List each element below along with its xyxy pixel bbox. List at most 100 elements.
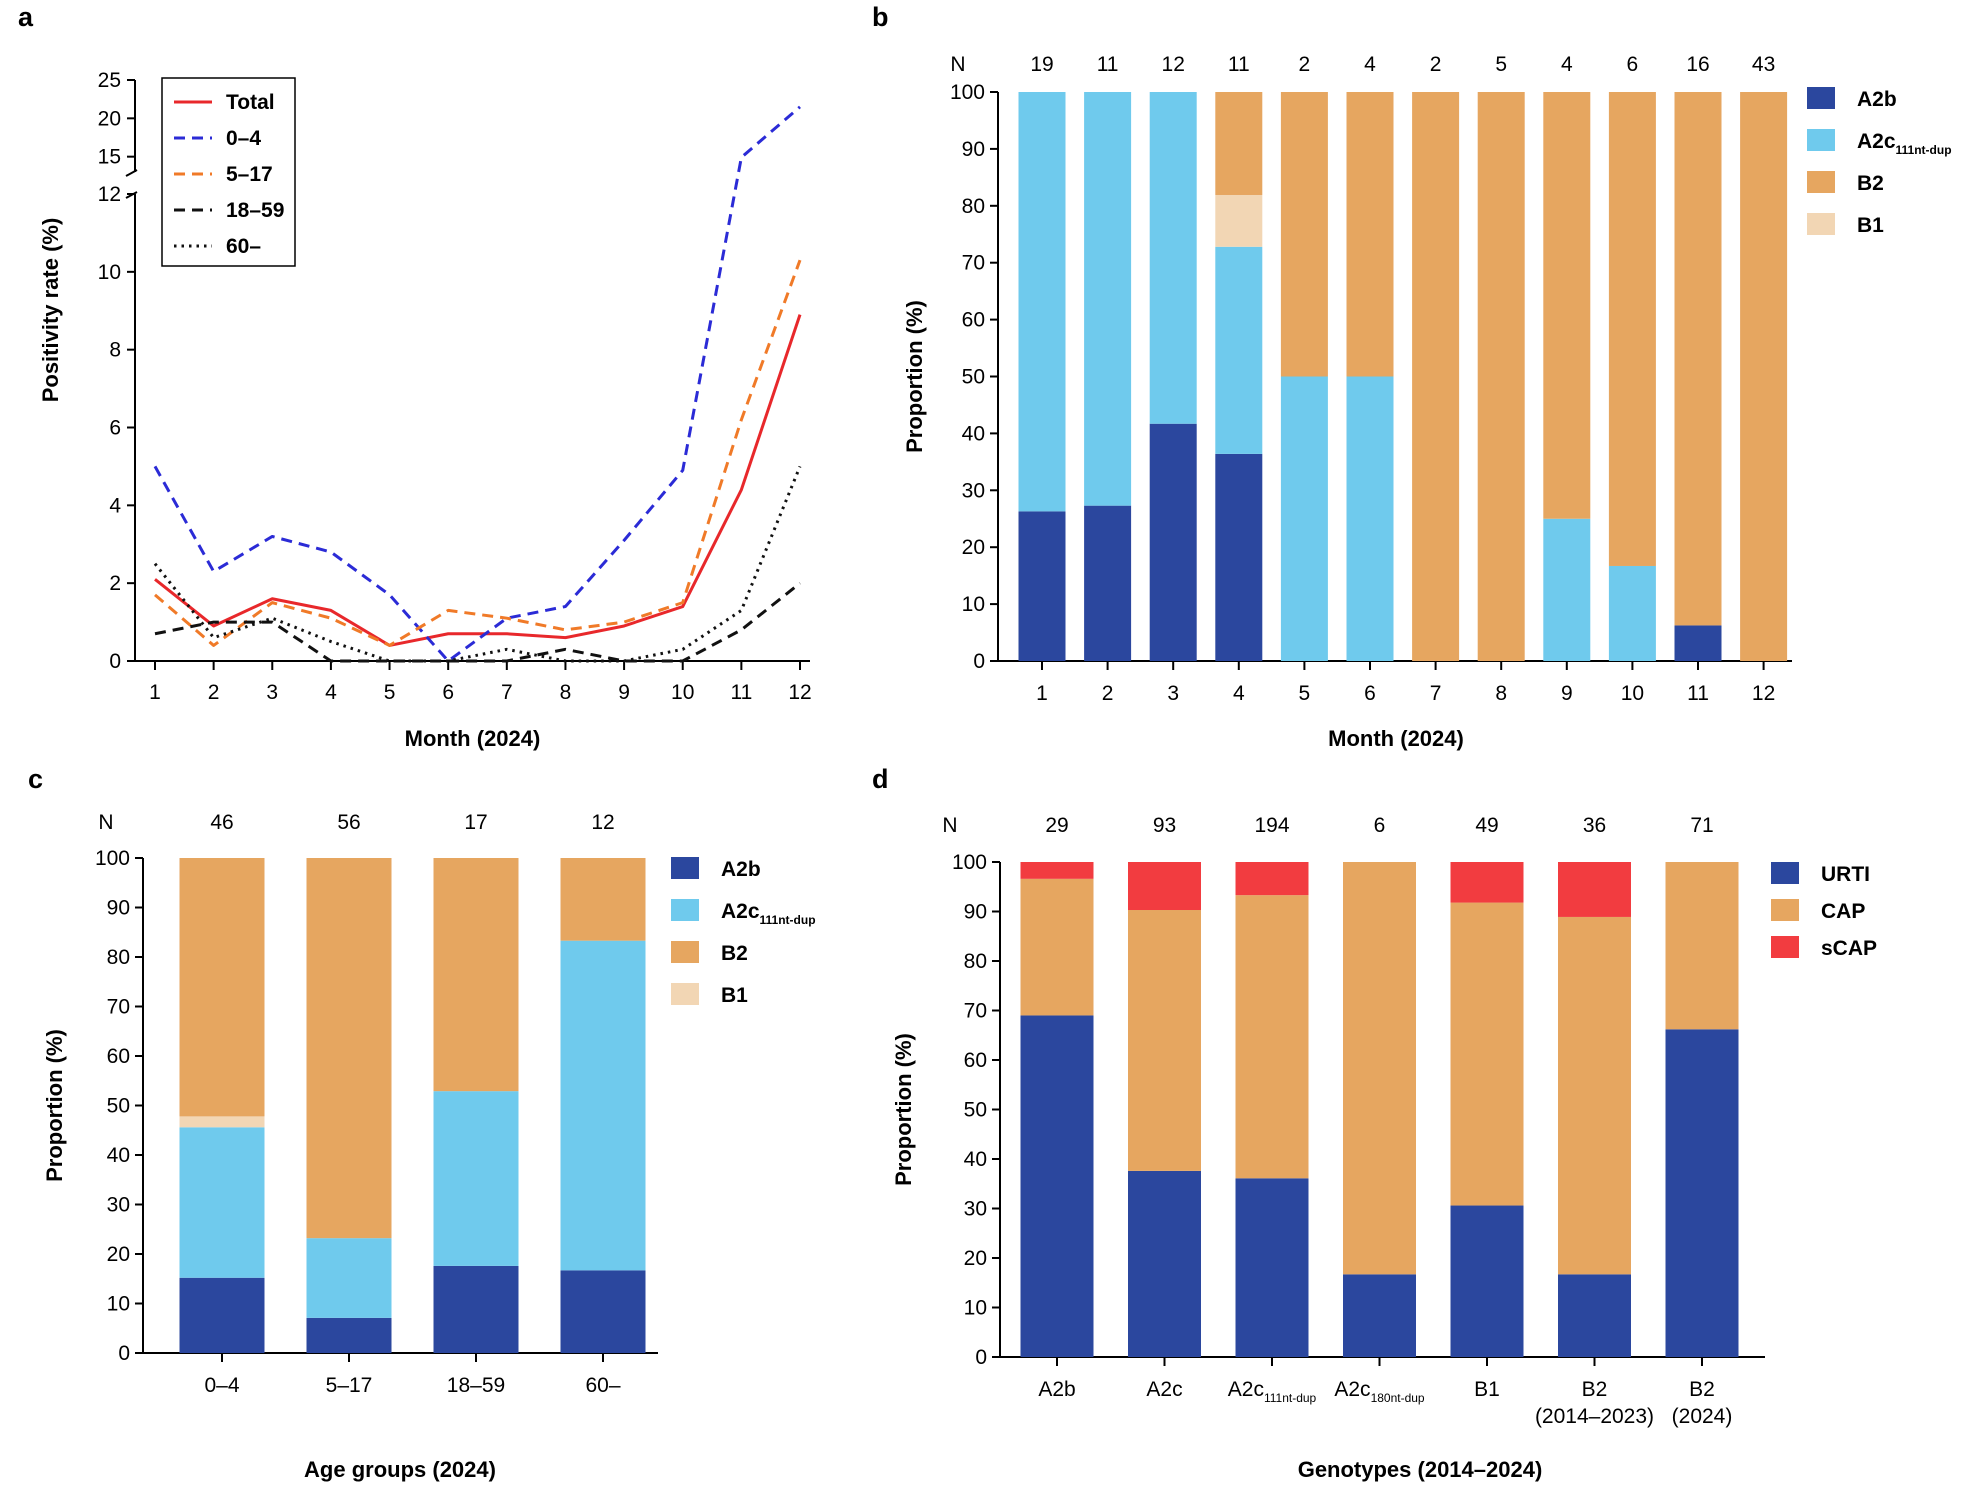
d-bar-segment-URTI <box>1450 1205 1524 1357</box>
a-legend-label-Total: Total <box>226 91 275 114</box>
b-legend-swatch-B1 <box>1807 213 1835 235</box>
d-legend-swatch-sCAP <box>1771 936 1799 958</box>
b-x-tick-label: 5 <box>1299 682 1311 705</box>
a-x-tick-label: 6 <box>442 681 454 704</box>
d-bar-segment-sCAP <box>1128 862 1201 911</box>
a-x-tick-label: 7 <box>501 681 513 704</box>
d-n-value: 29 <box>1045 814 1068 837</box>
b-y-tick-label: 70 <box>962 252 985 275</box>
c-legend-label-B2: B2 <box>721 942 748 965</box>
a-x-axis-title: Month (2024) <box>405 726 541 751</box>
c-y-tick-label: 30 <box>107 1194 130 1217</box>
c-x-tick-label: 60– <box>585 1374 620 1397</box>
d-legend-label-sCAP: sCAP <box>1821 937 1877 960</box>
c-legend-label-A2b: A2b <box>721 858 761 881</box>
c-legend-label-B1: B1 <box>721 984 748 1007</box>
d-bar-segment-CAP <box>1235 895 1309 1179</box>
a-x-tick-label: 8 <box>560 681 572 704</box>
c-legend-swatch-A2c <box>671 899 699 921</box>
b-n-value: 16 <box>1686 53 1709 76</box>
c-bar-segment-B2 <box>306 858 392 1239</box>
c-bar-segment-A2b <box>560 1270 646 1353</box>
c-bar-segment-A2c <box>433 1091 519 1266</box>
d-bar-segment-sCAP <box>1450 862 1524 903</box>
b-bar-segment-A2b <box>1674 625 1722 661</box>
d-n-value: 194 <box>1254 814 1289 837</box>
b-bar-segment-A2c <box>1215 246 1263 454</box>
b-bar-segment-A2c <box>1543 518 1591 661</box>
b-y-tick-label: 60 <box>962 309 985 332</box>
c-bar-segment-A2c <box>560 940 646 1271</box>
c-y-tick-label: 100 <box>95 847 130 870</box>
d-bar-segment-CAP <box>1665 862 1739 1030</box>
a-legend-box <box>161 77 296 267</box>
a-y-tick-label: 2 <box>109 572 121 595</box>
a-legend-label-18–59: 18–59 <box>226 199 284 222</box>
c-y-tick-label: 40 <box>107 1144 130 1167</box>
panel-label-c: c <box>28 764 43 794</box>
c-x-axis-title: Age groups (2024) <box>304 1457 496 1482</box>
c-legend-swatch-B2 <box>671 941 699 963</box>
b-legend-label-A2b: A2b <box>1857 88 1897 111</box>
b-n-label: N <box>950 53 965 76</box>
d-y-tick-label: 0 <box>975 1346 987 1369</box>
a-y-tick-label: 6 <box>109 417 121 440</box>
b-n-value: 4 <box>1561 53 1573 76</box>
d-x-tick-label-line2: (2014–2023) <box>1535 1405 1654 1428</box>
c-bar-segment-A2c <box>179 1127 265 1278</box>
d-y-tick-label: 90 <box>964 901 987 924</box>
c-y-tick-label: 80 <box>107 946 130 969</box>
a-series-line-Total <box>154 314 802 647</box>
b-y-tick-label: 0 <box>973 650 985 673</box>
b-bar-segment-B2 <box>1674 92 1722 626</box>
b-bar-segment-B2 <box>1740 92 1788 661</box>
a-axis-break-mark <box>125 169 138 177</box>
b-x-tick-label: 10 <box>1621 682 1644 705</box>
b-y-tick-label: 10 <box>962 593 985 616</box>
b-bar-segment-A2c <box>1608 565 1656 661</box>
b-y-tick-label: 30 <box>962 479 985 502</box>
d-x-tick-label: A2c180nt-dup <box>1334 1378 1425 1405</box>
d-legend-swatch-CAP <box>1771 899 1799 921</box>
c-n-label: N <box>98 811 113 834</box>
b-bar-segment-A2c <box>1018 92 1066 512</box>
c-legend-swatch-B1 <box>671 983 699 1005</box>
c-y-tick-label: 70 <box>107 996 130 1019</box>
b-bar-segment-A2c <box>1149 92 1197 424</box>
b-n-value: 2 <box>1299 53 1311 76</box>
d-bar-segment-sCAP <box>1235 862 1309 896</box>
d-n-value: 36 <box>1583 814 1606 837</box>
a-legend-label-0–4: 0–4 <box>226 127 261 150</box>
a-x-tick-label: 10 <box>671 681 694 704</box>
d-bar-segment-URTI <box>1343 1274 1416 1357</box>
b-legend-label-B2: B2 <box>1857 172 1884 195</box>
b-x-tick-label: 12 <box>1752 682 1775 705</box>
b-legend-swatch-A2b <box>1807 87 1835 109</box>
b-n-value: 11 <box>1228 53 1250 76</box>
b-bar-segment-B1 <box>1215 194 1263 247</box>
d-n-value: 6 <box>1374 814 1386 837</box>
b-bar-segment-A2c <box>1280 376 1328 661</box>
d-bar-segment-URTI <box>1128 1170 1201 1357</box>
a-y-tick-label: 25 <box>98 69 121 92</box>
a-y-tick-label: 8 <box>109 339 121 362</box>
panel-label-a: a <box>18 2 34 32</box>
c-legend-swatch-A2b <box>671 857 699 879</box>
d-bar-segment-URTI <box>1558 1274 1631 1357</box>
d-x-axis-title: Genotypes (2014–2024) <box>1298 1457 1543 1482</box>
b-bar-segment-A2c <box>1084 92 1132 506</box>
a-y-axis-title: Positivity rate (%) <box>38 218 63 403</box>
b-bar-segment-A2c <box>1346 376 1394 661</box>
a-legend-label-60–: 60– <box>226 235 261 258</box>
d-x-tick-label: A2b <box>1038 1378 1075 1401</box>
c-bar-segment-A2c <box>306 1238 392 1318</box>
b-bar-segment-B2 <box>1608 92 1656 566</box>
b-y-axis-title: Proportion (%) <box>902 300 927 453</box>
d-bar-segment-CAP <box>1558 916 1631 1275</box>
a-x-tick-label: 4 <box>325 681 337 704</box>
panel-c-stacked-bar-chart: 0 10 20 30 40 50 60 70 80 90 100 Proportion (%) Age … <box>42 811 816 1482</box>
b-bar-segment-A2b <box>1084 505 1132 661</box>
d-bar-segment-CAP <box>1020 878 1094 1016</box>
b-y-tick-label: 50 <box>962 366 985 389</box>
